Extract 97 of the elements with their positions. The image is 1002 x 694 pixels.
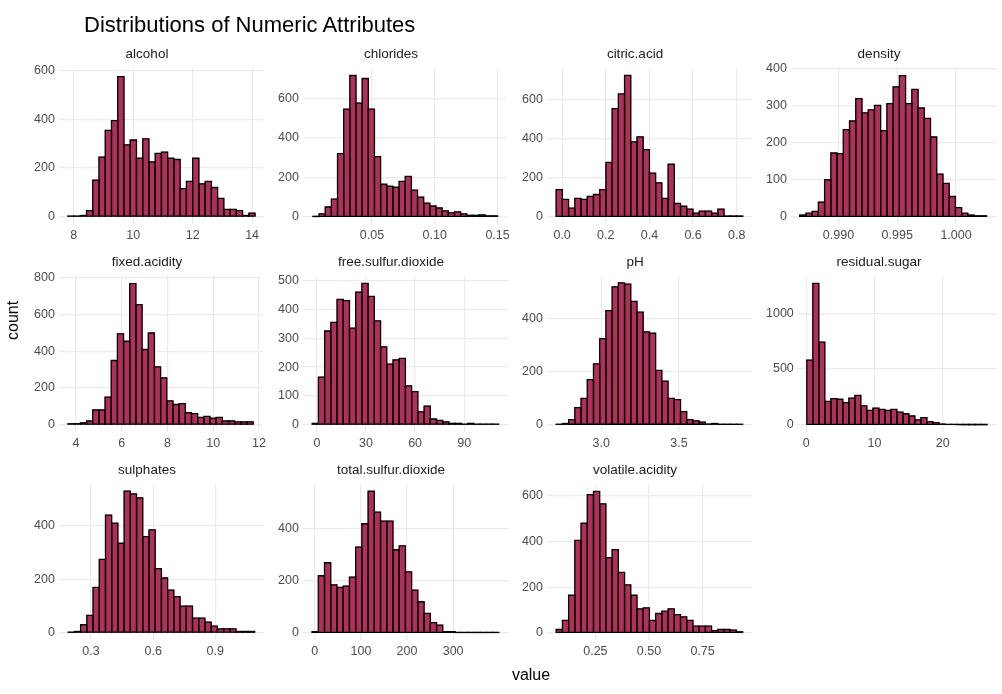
chart-title: pH (626, 253, 644, 269)
x-tick-label: 60 (408, 435, 423, 450)
chart-title: chlorides (363, 45, 419, 61)
y-tick-label: 1000 (766, 305, 794, 320)
y-tick-label: 400 (34, 111, 55, 126)
x-tick-label: 6 (118, 435, 126, 450)
y-tick-label: 200 (522, 364, 543, 379)
y-tick-label: 200 (34, 571, 55, 586)
y-tick-label: 0 (47, 417, 55, 432)
y-tick-label: 0 (786, 417, 794, 432)
x-tick-label: 0.25 (583, 643, 608, 658)
y-tick-label: 100 (766, 172, 787, 187)
y-tick-label: 400 (278, 130, 299, 145)
y-tick-label: 0 (291, 625, 299, 640)
y-tick-label: 200 (278, 169, 299, 184)
x-tick-label: 0.6 (144, 643, 162, 658)
x-tick-label: 0.0 (553, 227, 571, 242)
y-tick-label: 600 (34, 63, 55, 78)
y-tick-label: 400 (766, 60, 787, 75)
y-tick-label: 600 (34, 307, 55, 322)
x-tick-label: 14 (245, 227, 260, 242)
chart-title: volatile.acidity (592, 461, 678, 477)
x-tick-label: 0.75 (690, 643, 715, 658)
x-tick-label: 0.15 (485, 227, 510, 242)
x-tick-label: 8 (70, 227, 78, 242)
chart-title: citric.acid (606, 45, 664, 61)
x-tick-label: 10 (867, 435, 882, 450)
y-tick-label: 200 (522, 579, 543, 594)
y-tick-label: 200 (34, 380, 55, 395)
x-tick-label: 8 (164, 435, 171, 450)
y-tick-label: 500 (772, 361, 794, 376)
y-tick-label: 0 (535, 417, 543, 432)
y-tick-label: 400 (34, 518, 55, 533)
y-tick-label: 600 (522, 488, 543, 503)
y-tick-label: 0 (291, 417, 299, 432)
y-tick-label: 200 (278, 359, 299, 374)
x-tick-label: 0.9 (206, 643, 225, 658)
y-tick-label: 0 (535, 625, 543, 640)
y-tick-label: 200 (522, 170, 543, 185)
y-tick-label: 300 (766, 97, 787, 112)
y-tick-label: 400 (278, 301, 299, 316)
chart-title: alcohol (125, 45, 169, 61)
x-tick-label: 0 (802, 435, 810, 450)
x-tick-label: 4 (72, 435, 80, 450)
x-tick-label: 0.3 (82, 643, 100, 658)
y-tick-label: 0 (535, 209, 543, 224)
y-tick-label: 0 (291, 209, 299, 224)
chart-title: free.sulfur.dioxide (338, 253, 444, 269)
y-tick-label: 200 (766, 135, 787, 150)
chart-title: fixed.acidity (111, 253, 183, 269)
y-tick-label: 200 (278, 573, 299, 588)
x-tick-label: 12 (251, 435, 266, 450)
x-tick-label: 0.10 (422, 227, 447, 242)
chart-title: sulphates (118, 461, 177, 477)
x-tick-label: 3.5 (670, 435, 688, 450)
y-tick-label: 400 (522, 533, 543, 548)
x-tick-label: 0.4 (640, 227, 659, 242)
y-tick-label: 800 (34, 270, 55, 285)
y-tick-label: 500 (278, 272, 299, 287)
y-tick-label: 400 (34, 343, 55, 358)
x-tick-label: 12 (185, 227, 200, 242)
x-tick-label: 0.995 (881, 227, 913, 242)
y-tick-label: 200 (34, 160, 55, 175)
x-tick-label: 3.0 (592, 435, 610, 450)
y-tick-label: 400 (278, 521, 299, 536)
y-tick-label: 0 (47, 625, 55, 640)
y-tick-label: 300 (278, 330, 299, 345)
y-tick-label: 600 (278, 90, 299, 105)
x-axis-title: value (510, 666, 552, 684)
y-tick-label: 0 (779, 209, 787, 224)
x-tick-label: 200 (396, 643, 418, 658)
y-tick-label: 0 (47, 209, 55, 224)
x-tick-label: 300 (442, 643, 464, 658)
x-tick-label: 100 (350, 643, 372, 658)
x-tick-label: 10 (206, 435, 221, 450)
x-tick-label: 0.990 (822, 227, 855, 242)
x-tick-label: 0.6 (684, 227, 702, 242)
x-tick-label: 30 (359, 435, 373, 450)
x-tick-label: 90 (457, 435, 472, 450)
chart-title: total.sulfur.dioxide (336, 461, 446, 477)
chart-title: residual.sugar (836, 253, 922, 269)
x-tick-label: 20 (935, 435, 950, 450)
x-tick-label: 0.2 (597, 227, 615, 242)
y-axis-title: count (4, 300, 22, 340)
x-tick-label: 0 (311, 643, 319, 658)
y-tick-label: 100 (278, 388, 299, 403)
chart-title: density (857, 45, 901, 61)
x-tick-label: 0.50 (636, 643, 662, 658)
text: Distributions of Numeric Attributes (84, 12, 416, 38)
x-tick-label: 0.05 (359, 227, 385, 242)
x-tick-label: 0.8 (728, 227, 746, 242)
y-tick-label: 600 (522, 92, 543, 107)
x-tick-label: 1.000 (940, 227, 972, 242)
y-tick-label: 400 (522, 311, 543, 326)
x-tick-label: 10 (126, 227, 141, 242)
y-tick-label: 400 (522, 131, 543, 146)
x-tick-label: 0 (313, 435, 321, 450)
